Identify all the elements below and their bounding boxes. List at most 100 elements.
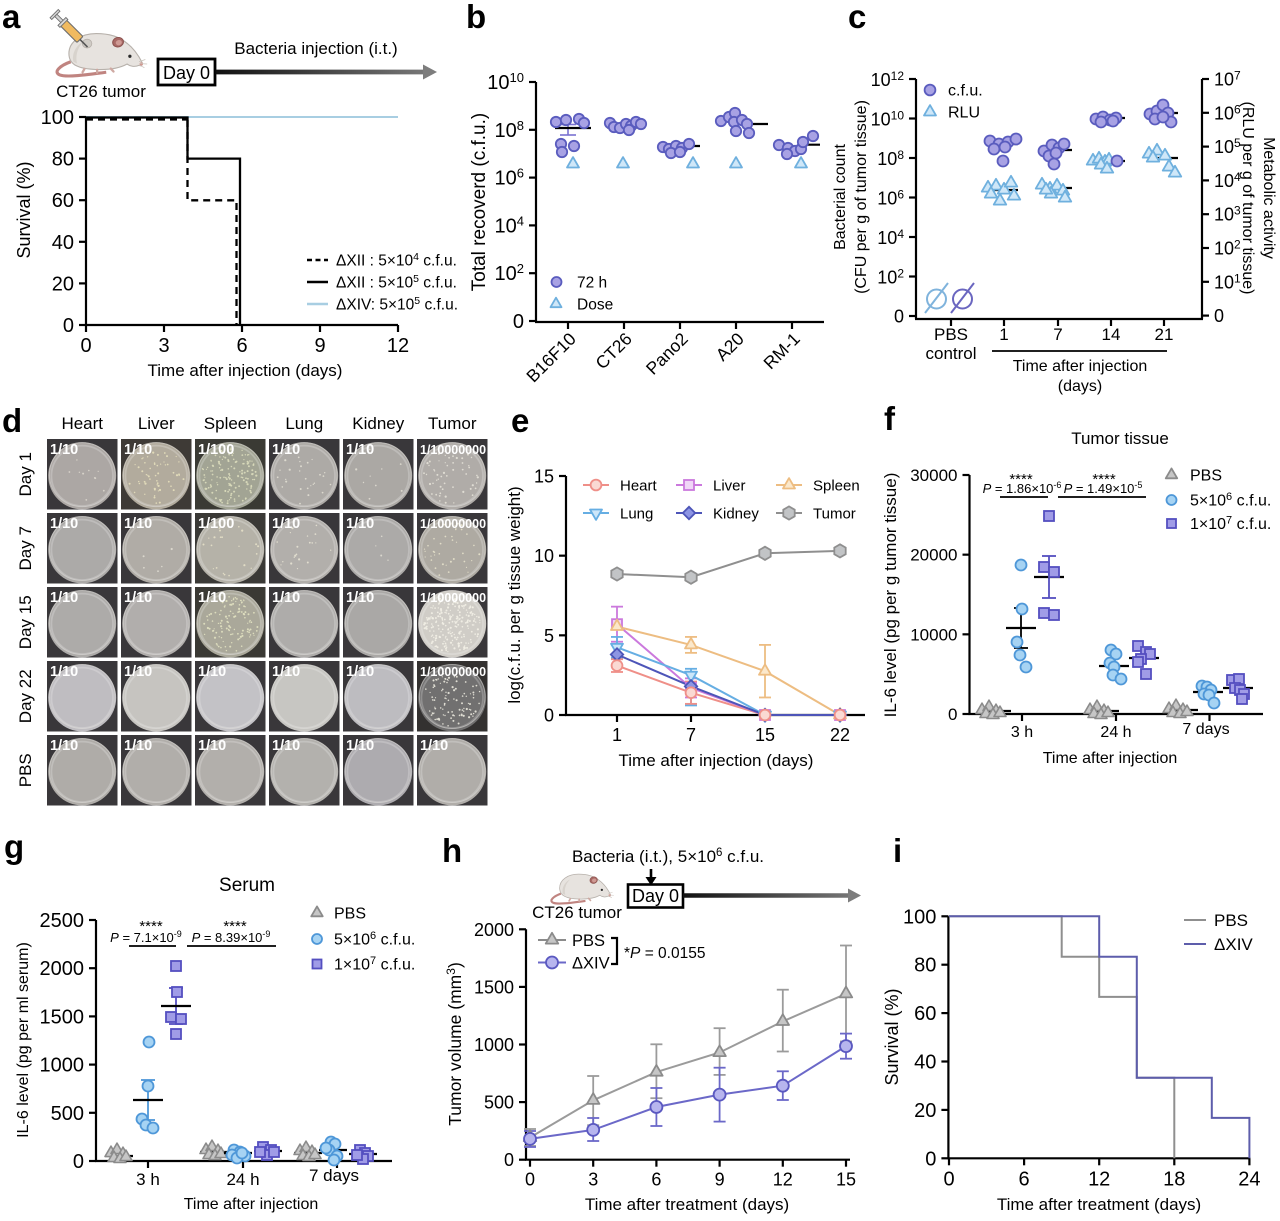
svg-text:22: 22 — [830, 725, 850, 745]
svg-text:(CFU per g of tumor tissue): (CFU per g of tumor tissue) — [853, 100, 870, 294]
svg-text:c: c — [848, 0, 866, 35]
svg-text:PBS: PBS — [334, 906, 366, 923]
svg-text:6: 6 — [651, 1170, 661, 1190]
svg-text:0: 0 — [513, 311, 524, 333]
svg-text:1: 1 — [999, 325, 1008, 344]
svg-text:10000: 10000 — [910, 625, 957, 644]
svg-text:****: **** — [223, 918, 247, 935]
svg-text:i: i — [893, 832, 902, 869]
svg-text:1/10: 1/10 — [346, 516, 374, 532]
svg-text:0: 0 — [943, 1168, 954, 1190]
svg-text:f: f — [884, 400, 896, 437]
svg-text:1/10: 1/10 — [50, 738, 78, 754]
svg-text:Day 0: Day 0 — [632, 886, 679, 906]
svg-text:Day 15: Day 15 — [16, 595, 35, 649]
svg-text:5×106 c.f.u.: 5×106 c.f.u. — [1190, 491, 1271, 510]
svg-text:****: **** — [139, 918, 163, 935]
svg-text:1/10000000: 1/10000000 — [420, 443, 486, 457]
svg-text:PBS: PBS — [1190, 468, 1222, 485]
svg-text:1010: 1010 — [487, 70, 524, 94]
svg-text:1/100: 1/100 — [198, 442, 234, 458]
svg-text:(RLU per g of tumor tissue): (RLU per g of tumor tissue) — [1239, 102, 1256, 295]
svg-text:102: 102 — [495, 261, 524, 285]
svg-text:P = 8.39×10-9: P = 8.39×10-9 — [192, 929, 271, 945]
svg-text:control: control — [925, 344, 976, 363]
svg-text:7: 7 — [686, 725, 696, 745]
svg-text:Day 1: Day 1 — [16, 452, 35, 496]
svg-text:1/10: 1/10 — [272, 442, 300, 458]
svg-text:Survival (%): Survival (%) — [882, 988, 902, 1085]
svg-text:IL-6 level (pg per g tumor tis: IL-6 level (pg per g tumor tissue) — [881, 473, 900, 718]
svg-text:1/10: 1/10 — [346, 590, 374, 606]
svg-text:1/10: 1/10 — [198, 738, 226, 754]
svg-text:1/10: 1/10 — [124, 516, 152, 532]
svg-text:IL-6 level (pg per ml serum): IL-6 level (pg per ml serum) — [15, 942, 32, 1138]
svg-text:Liver: Liver — [138, 414, 175, 433]
svg-text:h: h — [442, 832, 462, 869]
svg-text:0: 0 — [525, 1170, 535, 1190]
svg-text:1/10: 1/10 — [272, 664, 300, 680]
svg-text:Bacterial count: Bacterial count — [832, 144, 849, 250]
svg-text:****: **** — [1009, 471, 1033, 488]
svg-text:d: d — [2, 402, 22, 439]
svg-text:P = 1.86×10-6: P = 1.86×10-6 — [983, 480, 1062, 496]
svg-text:24: 24 — [1238, 1168, 1260, 1190]
svg-text:Spleen: Spleen — [813, 478, 860, 495]
svg-text:Time after treatment (days): Time after treatment (days) — [997, 1195, 1201, 1214]
svg-text:Liver: Liver — [713, 478, 746, 495]
svg-text:(days): (days) — [1058, 378, 1102, 395]
svg-text:e: e — [511, 402, 529, 439]
svg-text:1: 1 — [612, 725, 622, 745]
svg-text:18: 18 — [1163, 1168, 1185, 1190]
svg-text:CT26 tumor: CT26 tumor — [56, 82, 146, 101]
svg-text:2000: 2000 — [40, 958, 85, 980]
svg-text:Time after injection (days): Time after injection (days) — [148, 361, 343, 380]
svg-text:2500: 2500 — [40, 910, 85, 932]
svg-text:PBS: PBS — [1214, 911, 1248, 930]
svg-text:12: 12 — [1088, 1168, 1110, 1190]
svg-text:Heart: Heart — [620, 478, 658, 495]
svg-text:Dose: Dose — [577, 297, 613, 314]
svg-text:1/10: 1/10 — [50, 590, 78, 606]
svg-text:Serum: Serum — [219, 875, 275, 896]
svg-text:1/10: 1/10 — [346, 442, 374, 458]
svg-text:1/10: 1/10 — [420, 738, 448, 754]
svg-text:log(c.f.u. per g tissue weight: log(c.f.u. per g tissue weight) — [505, 486, 524, 703]
svg-text:3 h: 3 h — [136, 1170, 160, 1189]
svg-text:1/10: 1/10 — [272, 590, 300, 606]
svg-text:Tumor: Tumor — [813, 506, 856, 523]
svg-text:ΔXII : 5×104 c.f.u.: ΔXII : 5×104 c.f.u. — [336, 251, 457, 270]
svg-text:1/10: 1/10 — [124, 442, 152, 458]
svg-text:Survival (%): Survival (%) — [14, 161, 34, 258]
svg-text:Kidney: Kidney — [352, 414, 404, 433]
svg-text:1000: 1000 — [474, 1035, 514, 1055]
svg-text:12: 12 — [773, 1170, 793, 1190]
svg-text:1/10: 1/10 — [272, 516, 300, 532]
svg-text:Lung: Lung — [620, 506, 653, 523]
svg-text:Day 22: Day 22 — [16, 669, 35, 723]
svg-text:12: 12 — [387, 335, 409, 357]
svg-text:0: 0 — [504, 1150, 514, 1170]
svg-text:1/10: 1/10 — [346, 738, 374, 754]
svg-text:ΔXII : 5×105 c.f.u.: ΔXII : 5×105 c.f.u. — [336, 273, 457, 292]
svg-text:15: 15 — [755, 725, 775, 745]
svg-text:100: 100 — [903, 906, 936, 928]
svg-text:60: 60 — [52, 190, 74, 212]
svg-text:1000: 1000 — [40, 1055, 85, 1077]
svg-text:Lung: Lung — [285, 414, 323, 433]
svg-text:80: 80 — [52, 149, 74, 171]
svg-text:Spleen: Spleen — [204, 414, 257, 433]
svg-text:21: 21 — [1155, 325, 1174, 344]
svg-text:30000: 30000 — [910, 466, 957, 485]
svg-text:1/10: 1/10 — [198, 664, 226, 680]
svg-text:500: 500 — [484, 1093, 514, 1113]
svg-text:1/10: 1/10 — [124, 590, 152, 606]
svg-text:7 days: 7 days — [309, 1166, 359, 1185]
svg-text:Day 7: Day 7 — [16, 526, 35, 570]
svg-text:80: 80 — [914, 955, 936, 977]
svg-text:0: 0 — [925, 1148, 936, 1170]
svg-text:Day 0: Day 0 — [163, 63, 210, 83]
svg-text:24 h: 24 h — [226, 1170, 259, 1189]
svg-text:PBS: PBS — [934, 325, 968, 344]
svg-text:10: 10 — [534, 546, 554, 566]
